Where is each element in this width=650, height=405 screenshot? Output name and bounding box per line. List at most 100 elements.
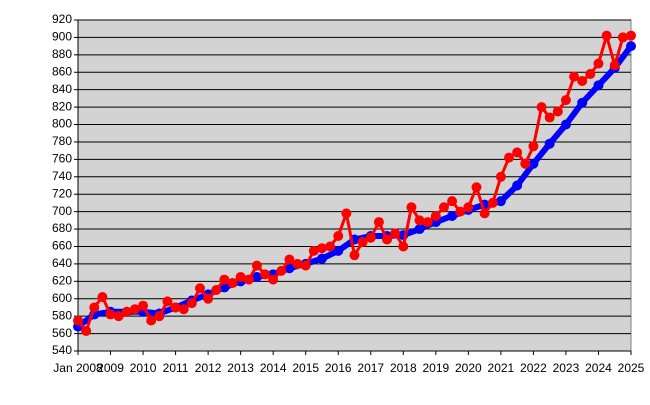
y-tick-label: 760	[52, 152, 72, 166]
y-tick-label: 920	[52, 12, 72, 26]
data-point	[560, 119, 571, 130]
data-point	[577, 75, 588, 86]
x-tick-label: 2009	[97, 361, 124, 375]
plot-area	[77, 19, 632, 352]
y-tick-label: 640	[52, 256, 72, 270]
data-point	[414, 224, 425, 235]
data-point	[333, 245, 344, 256]
y-tick-label: 840	[52, 82, 72, 96]
y-tick-label: 600	[52, 291, 72, 305]
data-point	[325, 241, 336, 252]
data-point	[284, 263, 295, 274]
data-point	[357, 237, 368, 248]
data-point	[268, 274, 279, 285]
y-tick-label: 740	[52, 169, 72, 183]
data-point	[560, 95, 571, 106]
data-point	[186, 298, 197, 309]
y-tick-label: 580	[52, 308, 72, 322]
data-point	[349, 250, 360, 261]
y-tick-label: 620	[52, 273, 72, 287]
data-point	[284, 254, 295, 265]
data-point	[162, 296, 173, 307]
data-point	[528, 141, 539, 152]
y-tick-label: 880	[52, 47, 72, 61]
data-point	[479, 208, 490, 219]
data-point	[308, 245, 319, 256]
data-point	[528, 158, 539, 169]
data-point	[316, 253, 327, 264]
data-point	[178, 304, 189, 315]
data-point	[577, 97, 588, 108]
data-point	[89, 302, 100, 313]
data-point	[194, 283, 205, 294]
data-point	[129, 304, 140, 315]
data-point	[276, 265, 287, 276]
data-point	[626, 41, 636, 52]
data-point	[585, 69, 596, 80]
x-tick-label: 2024	[585, 361, 612, 375]
y-tick-label: 560	[52, 326, 72, 340]
data-point	[251, 260, 262, 271]
data-point	[520, 158, 531, 169]
data-point	[227, 278, 238, 289]
data-point	[138, 300, 149, 311]
data-point	[235, 271, 246, 282]
data-point	[463, 202, 474, 213]
data-point	[81, 325, 92, 336]
x-tick-label: 2012	[195, 361, 222, 375]
x-tick-label: 2010	[130, 361, 157, 375]
data-point	[146, 315, 157, 326]
x-tick-label: 2022	[520, 361, 547, 375]
data-point	[341, 208, 352, 219]
x-tick-label: 2017	[357, 361, 384, 375]
data-point	[414, 215, 425, 226]
data-point	[203, 293, 214, 304]
data-point	[593, 58, 604, 69]
data-point	[154, 311, 165, 322]
data-point	[512, 147, 523, 158]
data-point	[260, 269, 271, 280]
data-point	[487, 197, 498, 208]
data-point	[471, 182, 482, 193]
data-point	[552, 106, 563, 117]
y-tick-label: 680	[52, 221, 72, 235]
data-point	[544, 112, 555, 123]
y-tick-label: 660	[52, 239, 72, 253]
data-point	[219, 274, 230, 285]
x-tick-label: 2019	[422, 361, 449, 375]
y-tick-label: 860	[52, 64, 72, 78]
data-point	[438, 202, 449, 213]
data-point	[398, 241, 409, 252]
y-tick-label: 900	[52, 30, 72, 44]
y-tick-label: 800	[52, 117, 72, 131]
data-point	[121, 306, 132, 317]
x-tick-label: 2014	[260, 361, 287, 375]
data-point	[292, 258, 303, 269]
data-point	[365, 232, 376, 243]
data-point	[422, 217, 433, 228]
x-tick-label: 2011	[163, 361, 189, 375]
data-point	[536, 102, 547, 113]
y-tick-label: 700	[52, 204, 72, 218]
data-point	[617, 32, 628, 43]
data-point	[300, 260, 311, 271]
x-tick-label: 2020	[455, 361, 482, 375]
data-point	[447, 196, 458, 207]
data-point	[495, 196, 506, 207]
data-point	[406, 202, 417, 213]
data-point	[569, 71, 580, 82]
y-tick-label: 720	[52, 186, 72, 200]
y-tick-label: 820	[52, 99, 72, 113]
data-point	[211, 285, 222, 296]
data-point	[97, 291, 108, 302]
data-point	[170, 302, 181, 313]
data-point	[430, 210, 441, 221]
data-point	[593, 80, 604, 91]
data-point	[512, 180, 523, 191]
x-tick-label: 2015	[292, 361, 319, 375]
data-point	[113, 311, 124, 322]
data-point	[333, 231, 344, 242]
data-point	[609, 60, 620, 71]
data-point	[105, 309, 116, 320]
